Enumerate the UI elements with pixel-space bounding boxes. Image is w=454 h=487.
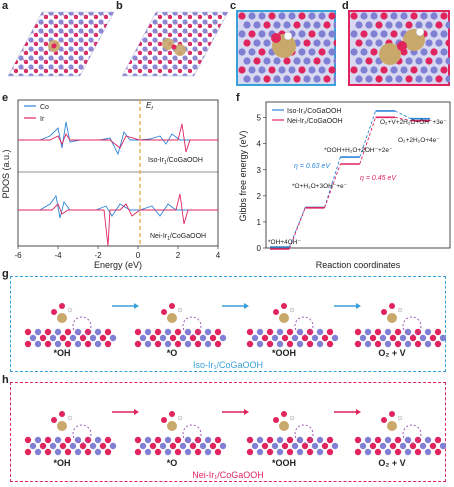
gibbs-connector-1-2: [359, 117, 377, 165]
nei-mechanism-art: [24, 409, 446, 456]
legend-iso-label: Iso-Ir₁/CoGaOOH: [287, 108, 341, 115]
gibbs-connector-0-3: [394, 110, 411, 120]
nei-step-4: O₂ + V: [378, 458, 406, 468]
iso-step-1: *OH: [53, 348, 71, 358]
pdos-plot-frame: [17, 99, 219, 247]
gibbs-ytick-label: 5: [257, 114, 262, 123]
gibbs-ytick-label: 0: [257, 244, 262, 253]
gibbs-connector-0-1: [324, 156, 341, 208]
panel-label-h: h: [2, 374, 9, 386]
iso-frame-caption: Iso-Ir₁/CoGaOOH: [192, 360, 264, 370]
gibbs-connector-0-2: [359, 110, 377, 158]
gibbs-ylabel: Gibbs free energy (eV): [238, 130, 248, 221]
gibbs-chart: 0 1 2 3 4 5 Iso-Ir₁/CoGaOOH Nei-Ir₁/CoGaOOH *…: [238, 101, 451, 270]
nei-mechanism-frame: [10, 382, 446, 482]
panel-label-d: d: [342, 0, 349, 12]
step-label-2: *O+H₂O+3OH⁻+e⁻: [292, 183, 348, 190]
pdos-bottom-label: Nei-Ir1/CoGaOOH: [150, 233, 206, 242]
panel-label-g: g: [2, 268, 9, 280]
pdos-chart: Ef Co Ir Iso-Ir1/CoGaOOH Nei-Ir1/CoGaOOH…: [1, 99, 221, 270]
panel-label-b: b: [116, 0, 123, 12]
nei-step-1: *OH: [53, 458, 71, 468]
iso-mechanism-frame: [10, 276, 446, 372]
structure-side-view-d: [348, 10, 450, 86]
panel-label-a: a: [2, 0, 9, 12]
eta-iso-label: η = 0.63 eV: [294, 163, 331, 170]
pdos-ir-iso-curve: [18, 123, 218, 153]
gibbs-connector-1-0: [288, 207, 306, 250]
iso-mechanism-art: [24, 303, 446, 348]
pdos-xtick-label: 2: [176, 251, 181, 260]
pdos-top-label: Iso-Ir1/CoGaOOH: [148, 157, 203, 166]
legend-co-label: Co: [40, 104, 49, 111]
pdos-xlabel: Energy (eV): [94, 260, 142, 270]
legend-nei-label: Nei-Ir₁/CoGaOOH: [287, 118, 343, 125]
nei-step-3: *OOH: [271, 458, 296, 468]
gibbs-connector-1-3: [394, 116, 411, 122]
eta-nei-label: η = 0.45 eV: [360, 175, 397, 182]
gibbs-connector-1-1: [324, 163, 341, 208]
gibbs-plot-frame: [265, 101, 451, 249]
iso-step-3: *OOH: [271, 348, 296, 358]
panel-label-c: c: [230, 0, 237, 12]
gibbs-ytick-label: 1: [257, 218, 262, 227]
gibbs-ytick-label: 3: [257, 166, 262, 175]
gibbs-xlabel: Reaction coordinates: [316, 260, 401, 270]
pdos-xtick-label: -6: [14, 251, 22, 260]
pdos-xtick-label: -2: [94, 251, 102, 260]
legend-ir-label: Ir: [40, 116, 45, 123]
step-label-4: O₂+V+2H₂O+OH⁻+3e⁻: [380, 119, 447, 126]
structure-top-view-b: [122, 11, 229, 77]
pdos-co-iso-curve: [18, 121, 218, 156]
pdos-xtick-label: 0: [136, 251, 141, 260]
step-label-5: O₂+2H₂O+4e⁻: [398, 137, 440, 144]
nei-frame-caption: Nei-Ir₁/CoGaOOH: [192, 470, 264, 480]
pdos-xtick-label: 4: [216, 251, 221, 260]
iso-step-4: O₂ + V: [378, 348, 406, 358]
structure-top-view-a: [8, 11, 115, 77]
iso-step-2: *O: [166, 348, 178, 358]
fermi-label: Ef: [146, 101, 153, 112]
step-label-3: *OOH+H₂O+2OH⁻+2e⁻: [324, 147, 393, 154]
gibbs-ytick-label: 2: [257, 192, 262, 201]
nei-step-2: *O: [166, 458, 178, 468]
panel-label-e: e: [2, 92, 9, 104]
pdos-co-nei-curve: [18, 194, 218, 219]
step-label-1: *OH+4OH⁻: [268, 239, 301, 246]
pdos-ylabel: PDOS (a.u.): [1, 149, 11, 198]
panel-label-f: f: [236, 92, 240, 104]
pdos-xtick-label: -4: [54, 251, 62, 260]
pdos-ir-nei-curve: [18, 193, 218, 247]
gibbs-ytick-label: 4: [257, 140, 262, 149]
structure-side-view-c: [236, 10, 336, 86]
